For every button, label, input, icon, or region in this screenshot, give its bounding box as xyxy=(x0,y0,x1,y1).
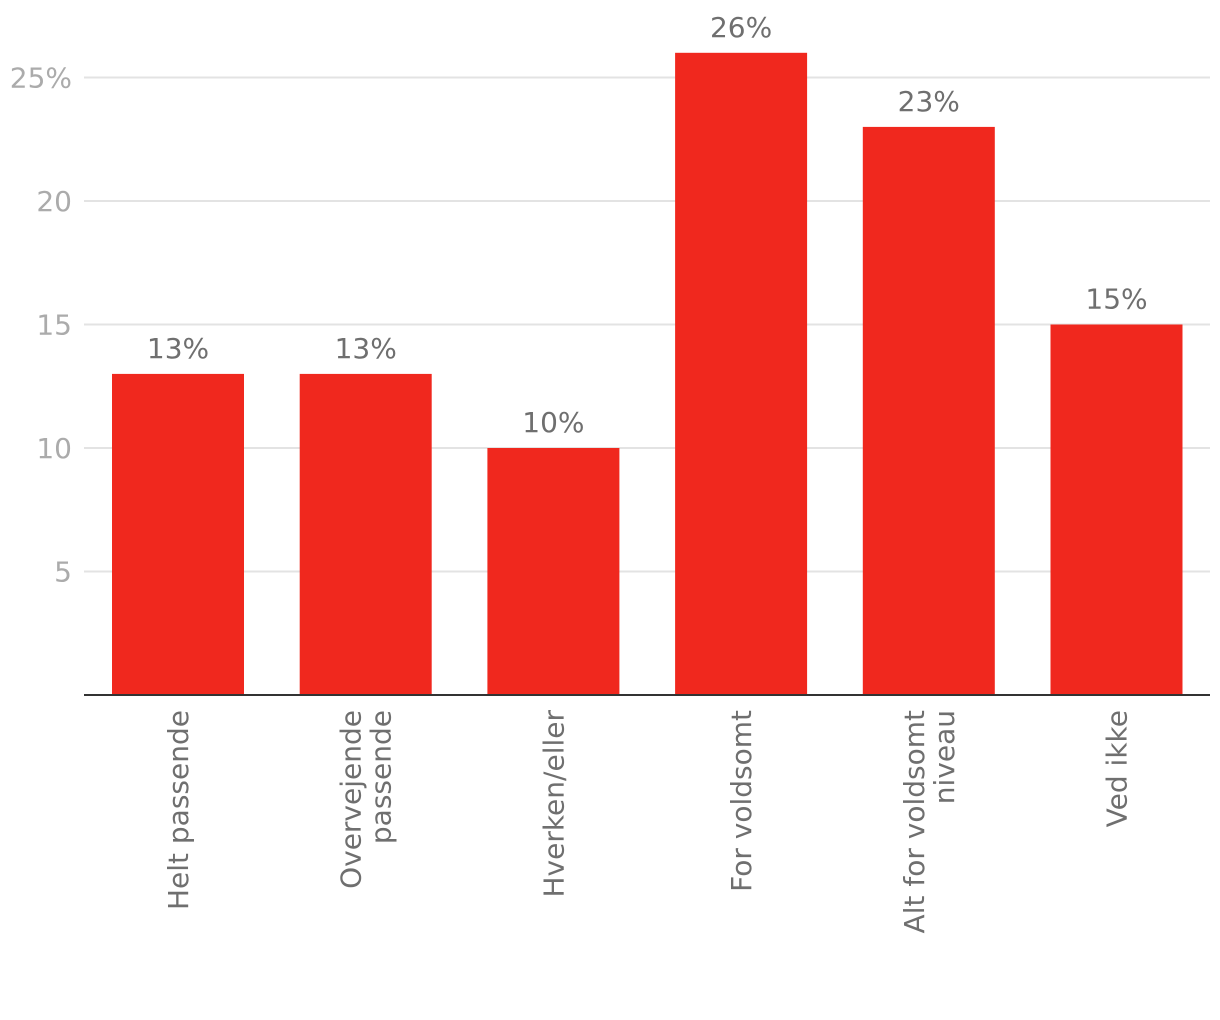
bar xyxy=(1050,324,1183,695)
bar-value-label: 13% xyxy=(147,332,209,365)
bar xyxy=(112,373,244,695)
y-axis-ticks: 5 10 15 20 25% xyxy=(10,62,72,589)
bar-value-label: 15% xyxy=(1085,283,1147,316)
gridlines xyxy=(84,76,1210,573)
y-tick-label: 10 xyxy=(36,432,72,465)
bar-value-label: 10% xyxy=(522,406,584,439)
y-tick-label: 5 xyxy=(54,556,72,589)
x-category-label: Alt for voldsomt xyxy=(898,710,931,933)
bar-value-label: 23% xyxy=(898,85,960,118)
x-category-label: Hverken/eller xyxy=(537,710,570,898)
bar xyxy=(487,448,620,695)
bar xyxy=(675,52,808,696)
x-category-label: Ved ikke xyxy=(1101,710,1134,827)
x-category-label: Helt passende xyxy=(162,710,195,910)
x-category-label: Overvejende xyxy=(335,710,368,889)
y-tick-label: 15 xyxy=(36,309,72,342)
bar xyxy=(299,373,432,695)
bar-value-label: 26% xyxy=(710,11,772,44)
bar-value-label: 13% xyxy=(335,332,397,365)
y-tick-label: 25% xyxy=(10,62,72,95)
x-category-label: niveau xyxy=(928,710,961,804)
y-tick-label: 20 xyxy=(36,185,72,218)
x-category-label: For voldsomt xyxy=(725,710,758,892)
x-category-label: passende xyxy=(365,710,398,844)
bar xyxy=(862,126,995,695)
data-labels: 13% 13% 10% 26% 23% 15% xyxy=(147,11,1148,439)
bars xyxy=(112,52,1183,696)
